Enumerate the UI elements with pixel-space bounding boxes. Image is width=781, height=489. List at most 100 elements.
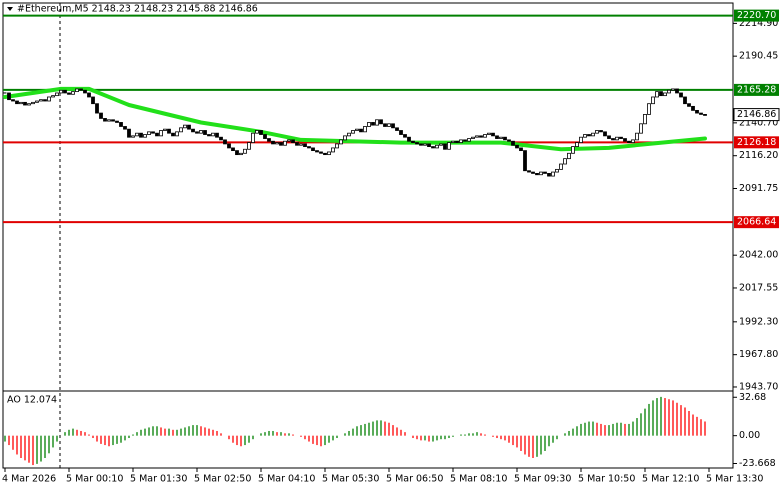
x-tick-label: 5 Mar 09:30 <box>514 474 571 485</box>
candle <box>535 173 539 176</box>
candle <box>583 134 587 138</box>
candle <box>79 88 83 91</box>
candle <box>219 136 223 141</box>
candle <box>127 128 131 138</box>
candle <box>427 143 431 147</box>
candle <box>399 130 403 135</box>
candle <box>591 132 595 137</box>
candle <box>23 101 27 106</box>
price-box <box>733 108 780 122</box>
candle <box>331 147 335 153</box>
candle <box>411 140 415 143</box>
candle <box>623 138 627 142</box>
candle <box>695 109 699 114</box>
candle <box>487 132 491 135</box>
y-tick-label: 2116.20 <box>739 150 778 161</box>
ao-tick-label: -23.668 <box>739 458 776 469</box>
candle <box>151 131 155 134</box>
x-tick-label: 4 Mar 2026 <box>2 474 56 485</box>
candle <box>183 124 187 129</box>
candle <box>559 163 563 170</box>
y-tick-label: 2017.55 <box>739 282 778 293</box>
level-box <box>734 136 779 149</box>
candle <box>523 150 527 172</box>
y-tick-label: 1967.80 <box>739 349 778 360</box>
candle <box>19 101 23 105</box>
candle <box>47 96 51 102</box>
candle <box>619 136 623 139</box>
candle <box>639 123 643 134</box>
candle <box>615 136 619 141</box>
candle <box>447 142 451 150</box>
candle <box>195 131 199 134</box>
candle <box>383 123 387 127</box>
candle <box>407 136 411 142</box>
candle <box>115 120 119 123</box>
candle <box>267 138 271 142</box>
candle <box>283 140 287 146</box>
candle <box>631 139 635 143</box>
candle <box>543 171 547 174</box>
level-label: 2066.64 <box>737 217 776 228</box>
candle <box>175 131 179 137</box>
level-box <box>734 216 779 229</box>
candle <box>239 152 243 156</box>
candle <box>51 95 55 98</box>
candle <box>99 112 103 119</box>
candle <box>235 150 239 156</box>
candle <box>687 103 691 107</box>
candle <box>203 130 207 135</box>
candle <box>135 132 139 137</box>
candle <box>647 103 651 115</box>
candle <box>555 168 559 173</box>
candle <box>663 92 667 97</box>
candle <box>667 89 671 94</box>
ao-tick-label: 32.68 <box>739 392 766 403</box>
candle <box>571 146 575 154</box>
candle <box>611 138 615 141</box>
candle <box>339 139 343 145</box>
candle <box>403 134 407 138</box>
candle <box>71 91 75 95</box>
candle <box>439 143 443 146</box>
candle <box>475 135 479 138</box>
candle <box>39 99 43 102</box>
candle <box>375 119 379 126</box>
candle <box>11 99 15 102</box>
x-tick-label: 5 Mar 00:10 <box>66 474 123 485</box>
candle <box>119 122 123 127</box>
candle <box>31 101 35 105</box>
candle <box>247 142 251 150</box>
candle <box>43 99 47 102</box>
candle <box>483 134 487 138</box>
candle <box>263 134 267 139</box>
candle <box>243 148 247 154</box>
candle <box>455 140 459 143</box>
candle <box>595 130 599 134</box>
x-tick-label: 5 Mar 13:30 <box>706 474 763 485</box>
candle <box>627 140 631 143</box>
y-tick-label: 2214.90 <box>739 18 778 29</box>
candle <box>499 136 503 139</box>
current-price: 2146.86 <box>737 109 776 120</box>
candle <box>495 135 499 139</box>
x-tick-label: 5 Mar 06:50 <box>386 474 443 485</box>
candle <box>59 89 63 94</box>
candle <box>147 131 151 135</box>
candle <box>67 92 71 95</box>
candle <box>251 132 255 143</box>
candle <box>491 132 495 137</box>
candle <box>139 132 143 138</box>
candle <box>479 135 483 138</box>
candle <box>211 132 215 137</box>
candle <box>567 152 571 160</box>
candle <box>163 128 167 131</box>
level-label: 2220.70 <box>737 10 776 21</box>
level-label: 2126.18 <box>737 137 776 148</box>
level-box <box>734 9 779 22</box>
candle <box>551 171 555 177</box>
candle <box>311 147 315 152</box>
candle <box>519 147 523 152</box>
y-tick-label: 1992.30 <box>739 316 778 327</box>
